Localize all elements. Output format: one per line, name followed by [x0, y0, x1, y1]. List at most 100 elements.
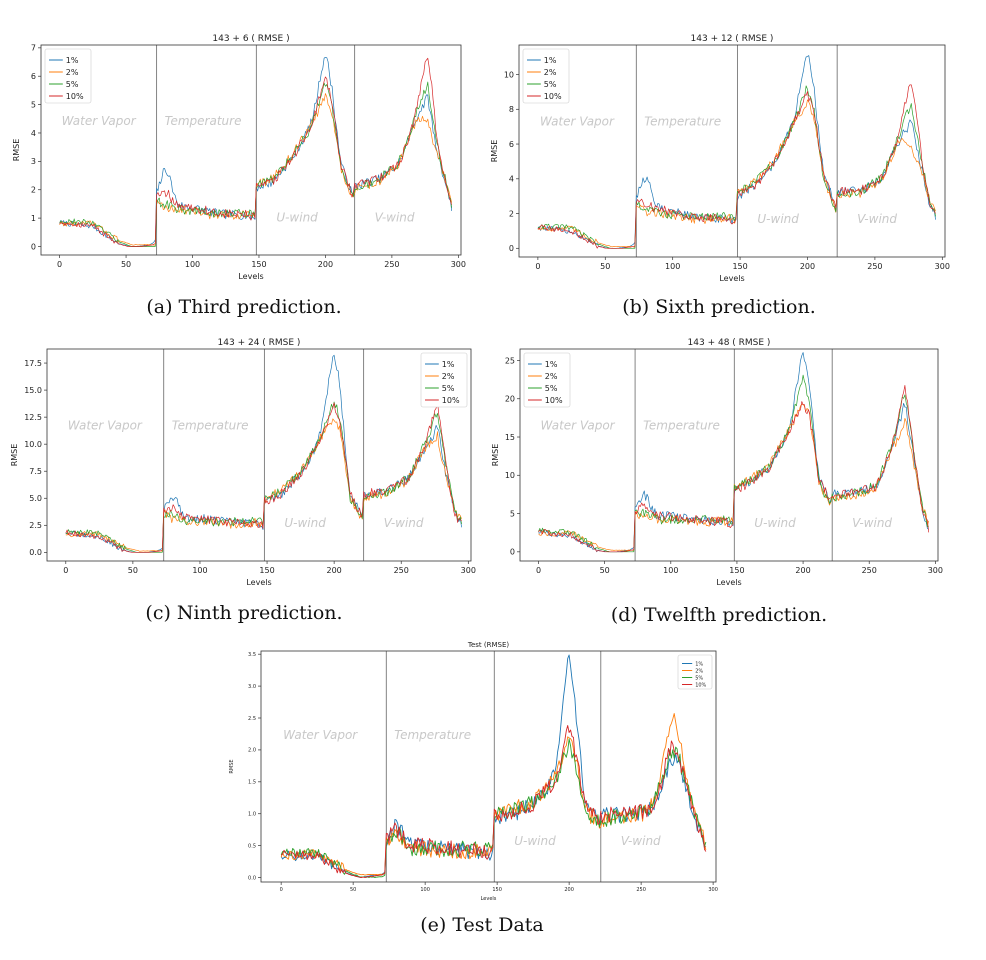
y-tick-label: 2 — [31, 186, 36, 195]
legend-box — [523, 352, 571, 408]
legend-label-1pct: 1% — [695, 661, 703, 667]
x-tick-label: 0 — [535, 262, 540, 271]
chart-title: 143 + 6 ( RMSE ) — [212, 34, 289, 44]
y-tick-label: 5 — [31, 100, 36, 109]
chart-panel-a: 143 + 6 ( RMSE ) Water Vapor Temperature U-… — [0, 28, 490, 328]
y-tick-label: 4 — [509, 175, 514, 184]
legend-label-10pct: 10% — [66, 92, 84, 101]
y-tick-label: 1.0 — [248, 811, 256, 817]
y-tick-label: 12.5 — [24, 413, 42, 422]
chart-svg-e: Test (RMSE) Water Vapor Temperature U-wind V… — [229, 641, 718, 902]
legend-label-2pct: 2% — [544, 68, 557, 77]
series-line-10pct — [537, 84, 936, 249]
y-tick-label: 0.0 — [248, 875, 256, 881]
y-axis-label: RMSE — [12, 139, 21, 162]
y-tick-label: 5 — [510, 509, 515, 518]
x-tick-label: 150 — [729, 566, 744, 575]
x-tick-label: 250 — [867, 262, 882, 271]
y-axis-label: RMSE — [490, 140, 499, 163]
y-tick-label: 10 — [505, 471, 515, 480]
axes-frame — [260, 650, 717, 883]
legend-label-5pct: 5% — [695, 675, 703, 681]
x-tick-label: 150 — [259, 566, 274, 575]
legend-label-1pct: 1% — [66, 56, 79, 65]
legend-label-2pct: 2% — [442, 372, 455, 381]
y-tick-label: 6 — [509, 140, 514, 149]
x-tick-label: 0 — [57, 260, 62, 269]
series-group — [59, 56, 453, 247]
chart-svg-d: 143 + 48 ( RMSE ) Water Vapor Temperature U… — [491, 338, 943, 587]
x-tick-label: 300 — [708, 887, 718, 893]
x-axis-label: Levels — [238, 272, 263, 281]
x-tick-label: 150 — [251, 260, 266, 269]
x-axis-label: Levels — [716, 578, 741, 587]
section-label-temperature: Temperature — [394, 728, 471, 742]
chart-title: 143 + 12 ( RMSE ) — [691, 34, 774, 44]
axes-frame — [46, 348, 472, 562]
legend: 1% 2% 5% 10% — [420, 352, 468, 408]
x-tick-label: 300 — [461, 566, 476, 575]
axes-frame — [518, 44, 946, 258]
legend: 1% 2% 5% 10% — [44, 48, 92, 104]
y-tick-label: 25 — [505, 356, 515, 365]
y-tick-label: 15 — [505, 433, 515, 442]
y-tick-label: 0 — [31, 242, 36, 251]
x-tick-label: 100 — [192, 566, 207, 575]
section-label-u-wind: U-wind — [276, 210, 318, 224]
chart-svg-b: 143 + 12 ( RMSE ) Water Vapor Temperature U… — [490, 34, 950, 283]
series-line-5pct — [280, 738, 707, 878]
y-tick-label: 4 — [31, 129, 36, 138]
x-tick-label: 150 — [492, 887, 502, 893]
y-tick-label: 5.0 — [29, 494, 42, 503]
chart-panel-e: Test (RMSE) Water Vapor Temperature U-wind V… — [229, 636, 730, 946]
x-axis-label: Levels — [246, 578, 271, 587]
x-tick-label: 200 — [795, 566, 810, 575]
x-tick-label: 0 — [280, 887, 283, 893]
y-tick-label: 7.5 — [29, 467, 42, 476]
section-label-water-vapor: Water Vapor — [68, 419, 143, 433]
x-tick-label: 250 — [384, 260, 399, 269]
x-tick-label: 200 — [564, 887, 574, 893]
caption-c: (c) Ninth prediction. — [145, 602, 343, 624]
series-group — [65, 354, 462, 553]
y-tick-label: 20 — [505, 395, 515, 404]
chart-svg-c: 143 + 24 ( RMSE ) Water Vapor Temperature U… — [10, 338, 476, 587]
x-tick-label: 250 — [394, 566, 409, 575]
legend: 1% 2% 5% 10% — [522, 48, 570, 104]
y-tick-label: 0 — [510, 548, 515, 557]
legend-label-2pct: 2% — [545, 372, 558, 381]
section-label-water-vapor: Water Vapor — [541, 419, 616, 433]
x-tick-label: 100 — [420, 887, 430, 893]
y-tick-label: 3.5 — [248, 652, 256, 658]
legend-label-5pct: 5% — [66, 80, 79, 89]
x-tick-label: 150 — [732, 262, 747, 271]
series-line-10pct — [538, 385, 930, 553]
y-tick-label: 8 — [509, 105, 514, 114]
y-tick-label: 2.5 — [248, 716, 256, 722]
y-tick-label: 2.5 — [29, 521, 42, 530]
section-label-u-wind: U-wind — [757, 212, 799, 226]
x-tick-label: 50 — [350, 887, 356, 893]
caption-b: (b) Sixth prediction. — [622, 296, 816, 318]
chart-svg-a: 143 + 6 ( RMSE ) Water Vapor Temperature U-… — [12, 34, 466, 281]
y-axis-label: RMSE — [229, 759, 235, 773]
y-tick-label: 0.5 — [248, 843, 256, 849]
section-label-v-wind: V-wind — [384, 516, 424, 530]
chart-panel-b: 143 + 12 ( RMSE ) Water Vapor Temperature U… — [490, 28, 986, 328]
x-axis-label: Levels — [719, 274, 744, 283]
section-label-water-vapor: Water Vapor — [62, 114, 137, 128]
x-tick-label: 0 — [63, 566, 68, 575]
section-label-v-wind: V-wind — [375, 210, 415, 224]
x-tick-label: 50 — [600, 566, 610, 575]
series-group — [280, 654, 707, 878]
legend-box — [522, 48, 570, 104]
legend-label-2pct: 2% — [695, 668, 703, 674]
legend-label-5pct: 5% — [545, 384, 558, 393]
x-tick-label: 100 — [663, 566, 678, 575]
series-line-10pct — [59, 57, 453, 247]
x-tick-label: 200 — [326, 566, 341, 575]
axes-frame — [519, 348, 939, 562]
section-label-water-vapor: Water Vapor — [283, 728, 358, 742]
legend-label-1pct: 1% — [544, 56, 557, 65]
y-tick-label: 7 — [31, 44, 36, 53]
